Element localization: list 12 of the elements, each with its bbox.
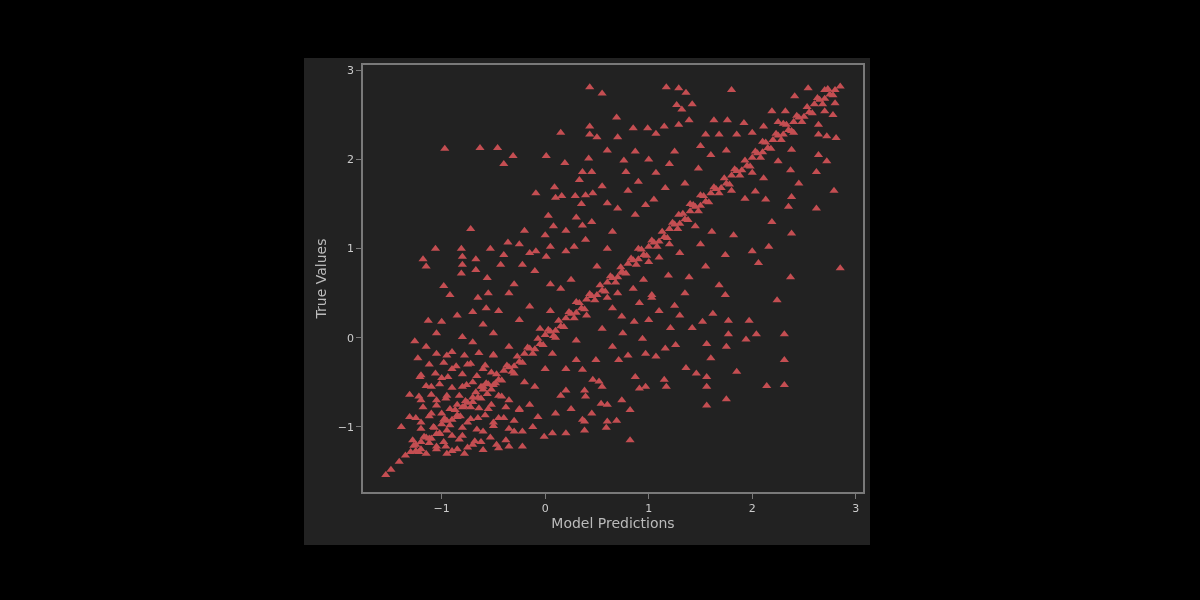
x-tick-label: −1 (433, 501, 450, 515)
y-tick-label: 3 (347, 64, 355, 78)
x-tick-label: 1 (645, 501, 653, 515)
x-tick-label: 0 (541, 501, 549, 515)
y-tick-label: 1 (347, 242, 355, 256)
y-axis-title: True Values (312, 238, 329, 320)
y-tick-label: 2 (347, 153, 355, 167)
y-tick-label: −1 (337, 420, 355, 434)
x-tick-label: 3 (852, 501, 860, 515)
y-tick-label: 0 (347, 331, 355, 345)
x-tick-label: 2 (748, 501, 756, 515)
x-axis-title: Model Predictions (551, 514, 675, 531)
